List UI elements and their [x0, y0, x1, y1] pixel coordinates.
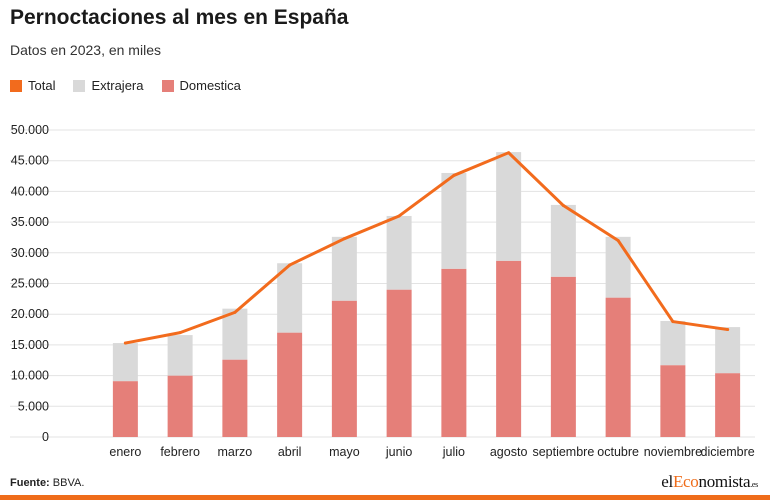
line-layer: [123, 151, 730, 345]
bar-domestica: [386, 289, 412, 437]
legend: Total Extrajera Domestica: [10, 78, 259, 93]
bar-extrajera: [660, 320, 686, 366]
legend-swatch-extrajera: [73, 79, 86, 92]
bar-domestica: [605, 297, 631, 437]
bar-domestica: [715, 373, 741, 437]
y-tick-label: 30.000: [11, 246, 49, 260]
bar-domestica: [167, 375, 193, 437]
x-tick-label: octubre: [597, 445, 639, 459]
y-tick-label: 50.000: [11, 123, 49, 137]
total-point: [561, 204, 565, 208]
y-tick-label: 5.000: [18, 399, 49, 413]
total-line: [123, 151, 730, 345]
total-point: [452, 173, 456, 177]
source-value: BBVA.: [52, 477, 85, 489]
legend-label-domestica: Domestica: [179, 78, 241, 93]
x-tick-label: agosto: [490, 445, 528, 459]
x-tick-label: septiembre: [532, 445, 594, 459]
total-point: [178, 331, 182, 335]
bar-extrajera: [167, 335, 193, 376]
legend-swatch-total: [10, 79, 22, 92]
y-tick-label: 35.000: [11, 215, 49, 229]
x-tick-label: julio: [442, 445, 465, 459]
bar-extrajera: [112, 343, 138, 382]
bar-extrajera: [441, 172, 467, 269]
x-tick-label: noviembre: [644, 445, 702, 459]
bar-extrajera: [386, 215, 412, 290]
y-tick-label: 45.000: [11, 154, 49, 168]
chart-title: Pernoctaciones al mes en España: [10, 6, 349, 29]
bar-extrajera: [496, 152, 522, 261]
bar-domestica: [277, 332, 303, 437]
bars-layer: [112, 152, 741, 437]
bar-domestica: [550, 276, 576, 437]
total-point: [288, 263, 292, 267]
x-tick-label: enero: [109, 445, 141, 459]
x-tick-label: diciembre: [701, 445, 755, 459]
bar-domestica: [222, 359, 248, 437]
legend-item-total: Total: [10, 78, 55, 93]
y-tick-label: 15.000: [11, 338, 49, 352]
source-label: Fuente:: [10, 477, 50, 489]
total-point: [123, 341, 127, 345]
y-tick-label: 10.000: [11, 369, 49, 383]
bar-extrajera: [277, 263, 303, 333]
labels-layer: 0 5.000 10.000 15.000 20.000 25.000 30.000 35.0…: [11, 123, 755, 459]
total-point: [726, 328, 730, 332]
legend-swatch-domestica: [161, 79, 174, 92]
legend-item-domestica: Domestica: [161, 78, 241, 93]
y-tick-label: 0: [42, 430, 49, 444]
x-tick-label: febrero: [160, 445, 200, 459]
x-tick-label: junio: [385, 445, 412, 459]
chart-subtitle: Datos en 2023, en miles: [10, 42, 161, 58]
y-tick-label: 40.000: [11, 184, 49, 198]
bar-domestica: [331, 300, 357, 437]
bar-domestica: [112, 381, 138, 437]
total-point: [233, 310, 237, 314]
legend-label-total: Total: [28, 78, 56, 93]
total-point: [671, 320, 675, 324]
bar-extrajera: [550, 204, 576, 277]
bar-domestica: [496, 260, 522, 437]
bar-extrajera: [222, 308, 248, 360]
source-note: Fuente: BBVA.: [10, 477, 84, 489]
y-tick-label: 20.000: [11, 307, 49, 321]
bar-domestica: [441, 268, 467, 437]
stacked-bar-chart: 0 5.000 10.000 15.000 20.000 25.000 30.000 35.0…: [10, 123, 755, 459]
y-tick-label: 25.000: [11, 277, 49, 291]
bottom-accent-bar: [0, 495, 770, 500]
bar-extrajera: [331, 236, 357, 301]
bar-extrajera: [715, 327, 741, 374]
x-tick-label: mayo: [329, 445, 360, 459]
total-point: [397, 214, 401, 218]
legend-item-extrajera: Extrajera: [73, 78, 144, 93]
legend-label-extrajera: Extrajera: [91, 78, 144, 93]
total-point: [507, 151, 511, 155]
total-point: [616, 239, 620, 243]
brand-logo: elEconomista.es: [661, 472, 758, 491]
bar-domestica: [660, 365, 686, 437]
x-tick-label: abril: [278, 445, 302, 459]
x-tick-label: marzo: [218, 445, 253, 459]
bar-extrajera: [605, 236, 631, 298]
total-point: [342, 237, 346, 241]
